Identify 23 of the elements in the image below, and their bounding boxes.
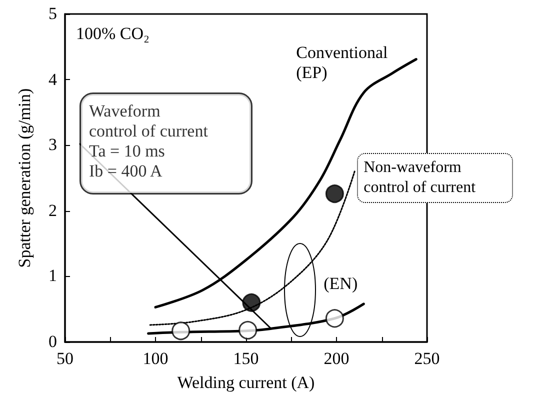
x-tick-label: 250 xyxy=(414,349,440,368)
y-tick-label: 1 xyxy=(48,266,57,286)
point xyxy=(242,293,261,312)
point xyxy=(325,184,344,203)
point xyxy=(172,322,190,340)
annotation: 100% CO₂ xyxy=(76,24,150,44)
series-label: (EN) xyxy=(324,274,358,294)
y-tick-label: 3 xyxy=(48,135,57,154)
x-tick-label: 100 xyxy=(142,349,168,368)
point xyxy=(238,320,258,340)
y-axis-title: Spatter generation (g/min) xyxy=(15,88,34,268)
series-label: Non-waveform control of current xyxy=(356,153,513,204)
y-tick-label: 2 xyxy=(48,200,57,220)
point xyxy=(325,309,344,328)
y-tick-label: 0 xyxy=(48,332,57,352)
x-tick-label: 200 xyxy=(324,349,350,368)
x-tick-label: 150 xyxy=(233,349,259,368)
y-tick-label: 4 xyxy=(48,70,57,90)
y-tick-label: 5 xyxy=(48,4,57,24)
x-tick-label: 50 xyxy=(56,349,74,368)
x-axis-title: Welding current (A) xyxy=(177,373,315,392)
series-label: Conventional (EP) xyxy=(296,43,389,84)
annotation: Waveform control of current Ta = 10 ms Ib = 400 A xyxy=(89,102,208,180)
